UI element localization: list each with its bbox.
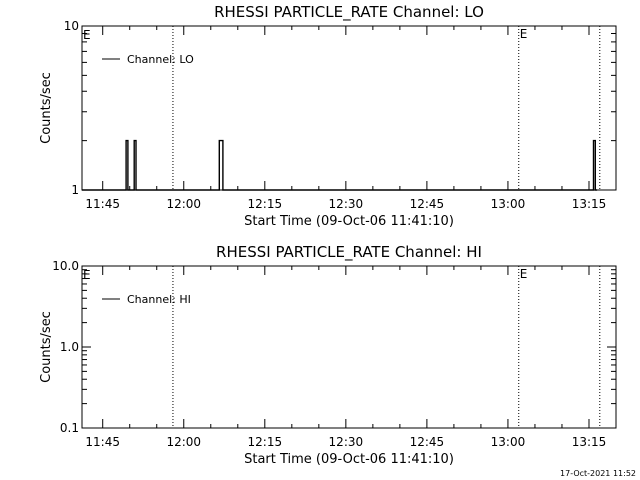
x-tick-label: 12:00 <box>166 435 201 449</box>
corner-marker-label: E <box>83 28 91 42</box>
chart-title: RHESSI PARTICLE_RATE Channel: LO <box>214 3 484 22</box>
vertical-marker-label: E <box>520 267 528 281</box>
x-tick-label: 12:30 <box>329 197 364 211</box>
x-axis-label: Start Time (09-Oct-06 11:41:10) <box>244 214 454 229</box>
x-tick-label: 12:15 <box>248 197 283 211</box>
x-tick-label: 13:00 <box>491 197 526 211</box>
chart-panel-1: RHESSI PARTICLE_RATE Channel: LO Start Ti… <box>39 3 617 229</box>
x-tick-label: 11:45 <box>85 197 120 211</box>
chart-title: RHESSI PARTICLE_RATE Channel: HI <box>216 243 482 262</box>
x-axis-label: Start Time (09-Oct-06 11:41:10) <box>244 452 454 467</box>
vertical-marker-label: E <box>520 27 528 41</box>
y-tick-label: 0.1 <box>60 421 79 435</box>
corner-marker-label: E <box>83 268 91 282</box>
y-tick-label: 10.0 <box>52 259 79 273</box>
x-tick-label: 12:45 <box>410 197 445 211</box>
legend-label: Channel: LO <box>127 53 194 66</box>
x-tick-label: 12:30 <box>329 435 364 449</box>
x-tick-label: 12:00 <box>166 197 201 211</box>
y-tick-label: 1.0 <box>60 340 79 354</box>
x-tick-label: 12:15 <box>248 435 283 449</box>
series-line <box>82 139 598 191</box>
y-axis-label: Counts/sec <box>39 311 54 383</box>
chart-panel-2: RHESSI PARTICLE_RATE Channel: HI Start Ti… <box>39 243 617 467</box>
x-tick-label: 12:45 <box>410 435 445 449</box>
y-axis-label: Counts/sec <box>39 72 54 144</box>
legend-label: Channel: HI <box>127 293 191 306</box>
x-tick-label: 13:15 <box>572 197 607 211</box>
y-tick-label: 10 <box>64 19 79 33</box>
footer-timestamp: 17-Oct-2021 11:52 <box>560 469 636 478</box>
x-tick-label: 13:15 <box>572 435 607 449</box>
x-tick-label: 11:45 <box>85 435 120 449</box>
y-tick-label: 1 <box>71 183 79 197</box>
x-tick-label: 13:00 <box>491 435 526 449</box>
